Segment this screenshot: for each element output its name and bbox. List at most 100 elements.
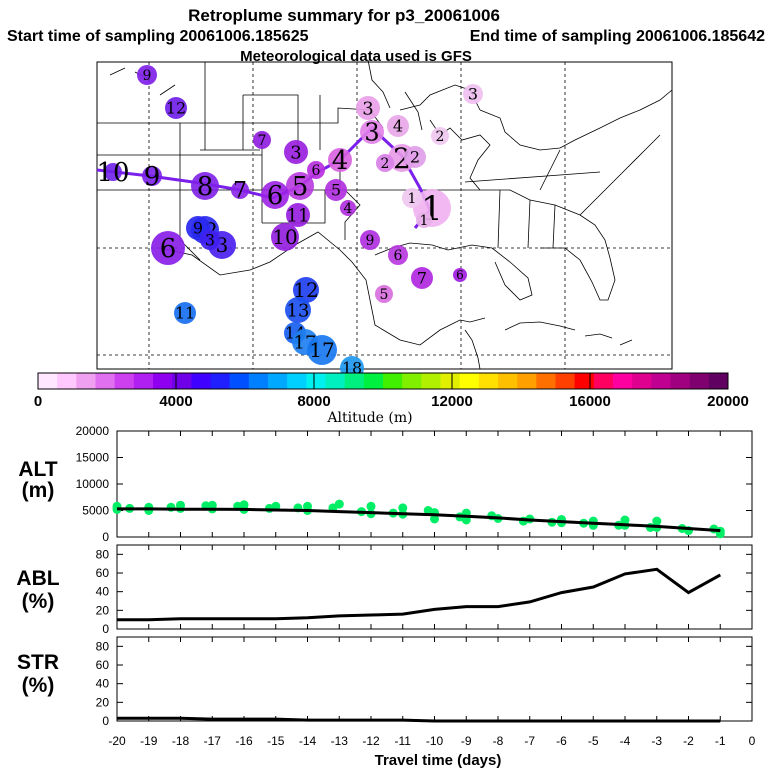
cluster-day-label: 3 (468, 85, 478, 104)
colorbar-tick-label: 0 (34, 393, 42, 410)
colorbar-swatch (210, 373, 231, 389)
colorbar-swatch (440, 373, 461, 389)
cluster-marker: 6 (453, 268, 467, 282)
cluster-day-label: 1 (408, 191, 417, 207)
colorbar-swatch (498, 373, 518, 389)
x-tick-label: -4 (620, 734, 631, 748)
cluster-marker: 4 (387, 115, 409, 137)
cluster-day-label: 7 (258, 133, 267, 149)
y-tick-label: 80 (96, 547, 110, 561)
str-panel: 0 20 40 60 80 STR(%) (17, 636, 753, 728)
cluster-day-label: 4 (393, 117, 403, 136)
x-tick-label: -2 (683, 734, 694, 748)
abl-panel: 0 20 40 60 80 ABL(%) (16, 544, 753, 636)
x-axis-title: Travel time (days) (375, 752, 502, 768)
colorbar-swatch (574, 373, 595, 389)
cluster-day-label: 2 (381, 156, 390, 172)
cluster-marker: 7 (253, 131, 271, 149)
colorbar-swatch (363, 373, 384, 389)
trajectory-day-label: 2 (393, 142, 411, 175)
colorbar-swatch (708, 373, 729, 389)
colorbar-swatch (95, 373, 116, 389)
x-tick-label: -6 (556, 734, 567, 748)
colorbar-swatch (114, 373, 135, 389)
colorbar-swatch (172, 373, 192, 389)
cluster-marker: 9 (137, 65, 157, 85)
cluster-marker: 7 (411, 267, 433, 289)
colorbar-swatch (76, 373, 96, 389)
colorbar-swatch (478, 373, 499, 389)
trajectory-day-label: 3 (364, 118, 379, 146)
x-tick-label: -16 (235, 734, 253, 748)
y-tick-label: 20 (96, 695, 110, 709)
colorbar-swatch (689, 373, 710, 389)
trajectory-marker: 3 (360, 118, 384, 146)
colorbar-title: Altitude (m) (326, 410, 412, 426)
cluster-day-label: 9 (366, 233, 375, 249)
figure-title: Retroplume summary for p3_20061006 (188, 6, 500, 25)
colorbar-swatch (402, 373, 422, 389)
x-tick-label: -18 (172, 734, 190, 748)
panel-ylabel: STR (17, 651, 59, 674)
x-tick-label: -19 (140, 734, 158, 748)
x-tick-label: -5 (588, 734, 599, 748)
x-tick-label: -17 (204, 734, 222, 748)
altitude-colorbar: 0 4000 8000 12000 16000 20000 (34, 372, 749, 410)
alt-point (652, 516, 662, 526)
colorbar-swatch (383, 373, 403, 389)
y-tick-label: 15000 (76, 451, 110, 465)
x-tick-label: -20 (108, 734, 126, 748)
colorbar-swatch (306, 373, 326, 389)
alt-point (366, 501, 376, 511)
colorbar-swatch (229, 373, 250, 389)
met-data-label: Meteorological data used is GFS (240, 48, 472, 65)
cluster-day-label: 4 (344, 201, 353, 217)
cluster-day-label: 7 (417, 269, 427, 288)
cluster-marker: 12 (165, 97, 187, 119)
cluster-day-label: 6 (312, 163, 321, 179)
colorbar-swatch (536, 373, 556, 389)
trajectory-marker: 5 (286, 172, 314, 202)
panel-ylabel: (%) (22, 674, 55, 697)
cluster-day-label: 2 (436, 129, 445, 145)
x-tick-label: -14 (299, 734, 317, 748)
colorbar-swatch (38, 373, 58, 389)
colorbar-swatch (517, 373, 537, 389)
x-tick-label: -8 (493, 734, 504, 748)
alt-point (334, 499, 344, 509)
colorbar-swatch (555, 373, 576, 389)
trajectory-marker: 4 (328, 146, 352, 176)
cluster-day-label: 5 (380, 287, 389, 303)
cluster-marker: 2 (404, 146, 426, 168)
colorbar-swatch (153, 373, 173, 389)
cluster-day-label: 2 (410, 148, 420, 167)
cluster-marker: 17 (307, 335, 337, 365)
x-tick-label: -9 (461, 734, 472, 748)
y-tick-label: 20 (96, 603, 110, 617)
trajectory-marker: 7 (231, 179, 249, 204)
cluster-day-label: 5 (331, 181, 341, 200)
cluster-day-label: 11 (175, 304, 195, 323)
colorbar-swatch (344, 373, 365, 389)
cluster-marker: 10 (271, 223, 299, 251)
colorbar-swatch (325, 373, 346, 389)
x-tick-label: 0 (749, 734, 756, 748)
map-frame (96, 61, 673, 370)
x-tick-label: -3 (651, 734, 662, 748)
cluster-marker: 3 (200, 230, 220, 250)
y-tick-label: 0 (102, 622, 109, 636)
x-tick-label: -15 (267, 734, 285, 748)
cluster-marker: 3 (463, 84, 483, 104)
colorbar-swatch (651, 373, 671, 389)
colorbar-swatch (459, 373, 480, 389)
colorbar-swatch (421, 373, 441, 389)
cluster-marker: 11 (286, 203, 310, 227)
end-time-label: End time of sampling 20061006.185642 (470, 28, 765, 45)
y-tick-label: 60 (96, 658, 110, 672)
cluster-marker: 5 (375, 285, 393, 303)
cluster-marker: 6 (307, 161, 325, 179)
colorbar-tick-label: 4000 (159, 393, 192, 410)
cluster-marker: 5 (325, 179, 347, 201)
trajectory-day-label: 4 (332, 146, 349, 176)
